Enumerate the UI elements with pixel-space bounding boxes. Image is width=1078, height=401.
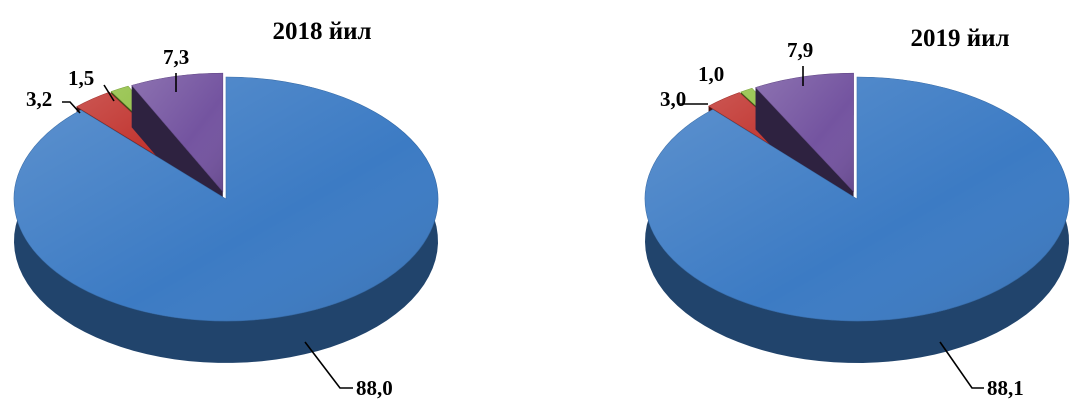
pie-chart-2018: 2018 йил 88,0 3,2 1,5 7,3	[13, 18, 439, 400]
data-label: 3,0	[660, 87, 686, 111]
pie-slice-shine	[644, 77, 1069, 321]
pie-slice-shine	[14, 77, 438, 321]
leader-line	[103, 84, 115, 102]
data-label: 7,9	[787, 38, 813, 62]
pie-slice-shine	[755, 73, 854, 192]
pie-slice-88,0	[13, 76, 439, 363]
leader-line	[939, 341, 984, 389]
data-label: 1,0	[698, 62, 724, 86]
pie-slice-shine	[131, 73, 223, 192]
data-label: 7,3	[163, 45, 189, 69]
chart-title: 2018 йил	[272, 18, 371, 45]
data-label: 88,0	[356, 376, 393, 400]
pie-slice-7,3	[131, 72, 224, 234]
chart-title: 2019 йил	[910, 25, 1009, 52]
leader-line	[304, 341, 353, 389]
pie-slice-88,1	[644, 76, 1070, 363]
data-label: 1,5	[68, 66, 94, 90]
pie-chart-2019: 2019 йил 88,1 3,0 1,0 7,9	[644, 25, 1070, 400]
data-label: 88,1	[987, 376, 1024, 400]
data-label: 3,2	[26, 87, 52, 111]
leader-line	[62, 101, 81, 114]
